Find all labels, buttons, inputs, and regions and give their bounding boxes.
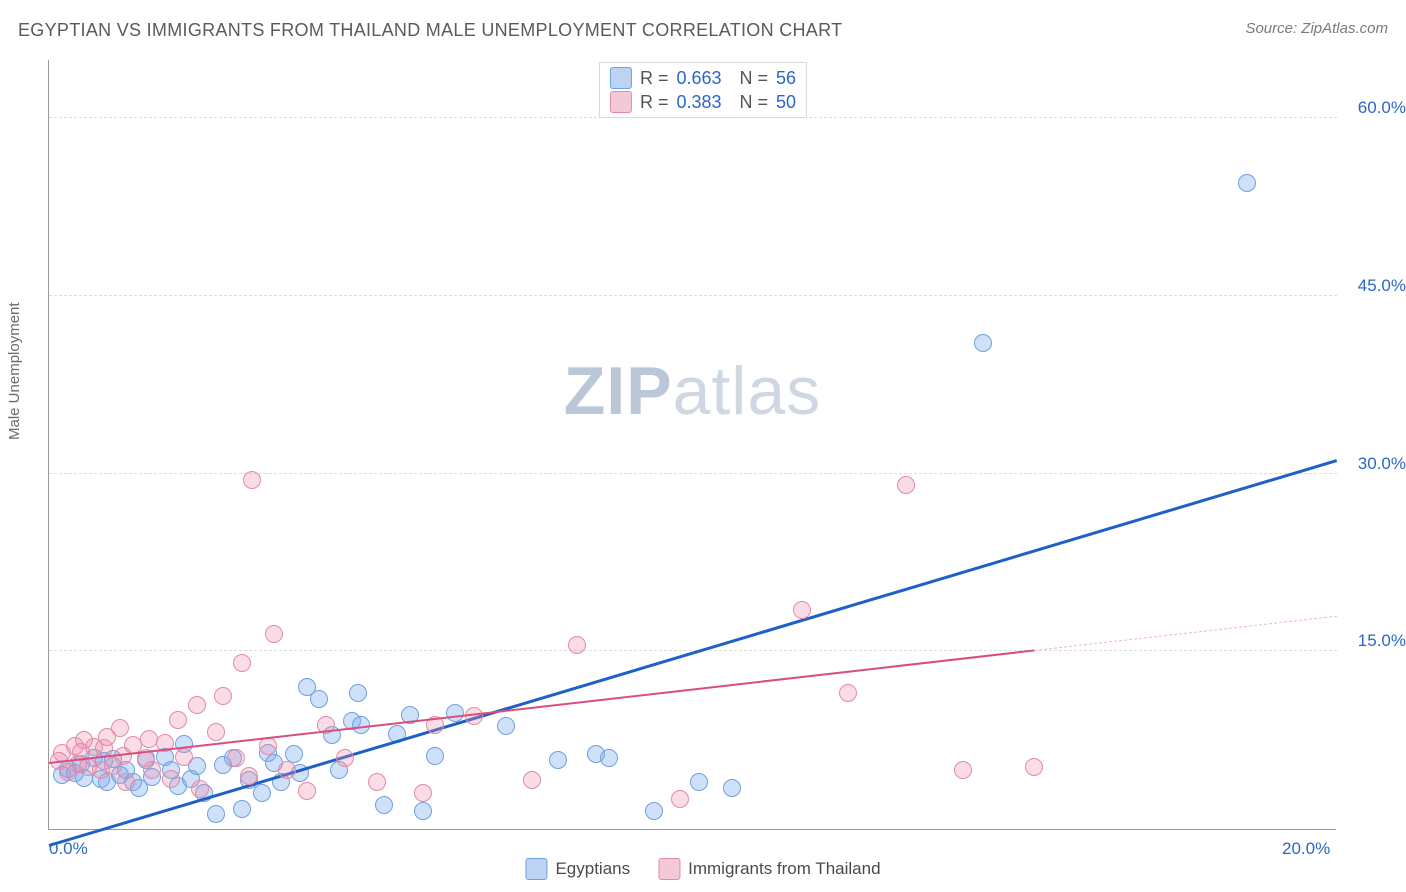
stat-r-label: R = bbox=[640, 92, 669, 113]
gridline bbox=[49, 295, 1337, 296]
stat-n-label: N = bbox=[740, 68, 769, 89]
stat-r-value: 0.663 bbox=[676, 68, 721, 89]
data-point bbox=[117, 773, 135, 791]
data-point bbox=[414, 784, 432, 802]
stat-n-value: 50 bbox=[776, 92, 796, 113]
series-swatch bbox=[658, 858, 680, 880]
trend-line bbox=[1034, 616, 1337, 651]
legend-label: Egyptians bbox=[555, 859, 630, 879]
data-point bbox=[446, 704, 464, 722]
y-tick-label: 30.0% bbox=[1343, 454, 1406, 474]
data-point bbox=[426, 747, 444, 765]
legend-label: Immigrants from Thailand bbox=[688, 859, 880, 879]
data-point bbox=[465, 707, 483, 725]
y-tick-label: 15.0% bbox=[1343, 631, 1406, 651]
data-point bbox=[207, 723, 225, 741]
data-point bbox=[523, 771, 541, 789]
data-point bbox=[336, 749, 354, 767]
legend-item: Egyptians bbox=[525, 858, 630, 880]
stat-n-label: N = bbox=[740, 92, 769, 113]
chart-title: EGYPTIAN VS IMMIGRANTS FROM THAILAND MAL… bbox=[18, 20, 842, 41]
data-point bbox=[349, 684, 367, 702]
data-point bbox=[568, 636, 586, 654]
data-point bbox=[111, 719, 129, 737]
data-point bbox=[839, 684, 857, 702]
stat-r-label: R = bbox=[640, 68, 669, 89]
data-point bbox=[169, 711, 187, 729]
y-axis-label: Male Unemployment bbox=[6, 302, 23, 440]
data-point bbox=[207, 805, 225, 823]
data-point bbox=[188, 696, 206, 714]
data-point bbox=[143, 761, 161, 779]
data-point bbox=[549, 751, 567, 769]
data-point bbox=[298, 782, 316, 800]
series-legend: Egyptians Immigrants from Thailand bbox=[525, 858, 880, 880]
data-point bbox=[375, 796, 393, 814]
data-point bbox=[497, 717, 515, 735]
stat-r-value: 0.383 bbox=[676, 92, 721, 113]
data-point bbox=[310, 690, 328, 708]
y-tick-label: 60.0% bbox=[1343, 98, 1406, 118]
data-point bbox=[243, 471, 261, 489]
data-point bbox=[233, 654, 251, 672]
data-point bbox=[954, 761, 972, 779]
data-point bbox=[140, 730, 158, 748]
stat-n-value: 56 bbox=[776, 68, 796, 89]
stats-row: R = 0.383 N = 50 bbox=[610, 91, 796, 113]
data-point bbox=[214, 687, 232, 705]
gridline bbox=[49, 473, 1337, 474]
data-point bbox=[671, 790, 689, 808]
data-point bbox=[897, 476, 915, 494]
data-point bbox=[368, 773, 386, 791]
data-point bbox=[1238, 174, 1256, 192]
data-point bbox=[240, 767, 258, 785]
data-point bbox=[723, 779, 741, 797]
data-point bbox=[175, 748, 193, 766]
data-point bbox=[278, 761, 296, 779]
series-swatch bbox=[610, 67, 632, 89]
stats-legend: R = 0.663 N = 56 R = 0.383 N = 50 bbox=[599, 62, 807, 118]
x-tick-label: 20.0% bbox=[1282, 839, 1330, 859]
watermark: ZIPatlas bbox=[564, 352, 821, 430]
data-point bbox=[162, 770, 180, 788]
data-point bbox=[974, 334, 992, 352]
data-point bbox=[191, 780, 209, 798]
y-tick-label: 45.0% bbox=[1343, 276, 1406, 296]
legend-item: Immigrants from Thailand bbox=[658, 858, 880, 880]
data-point bbox=[233, 800, 251, 818]
data-point bbox=[600, 749, 618, 767]
stats-row: R = 0.663 N = 56 bbox=[610, 67, 796, 89]
data-point bbox=[227, 749, 245, 767]
scatter-chart: ZIPatlas 15.0%30.0%45.0%60.0%0.0%20.0% bbox=[48, 60, 1336, 830]
series-swatch bbox=[610, 91, 632, 113]
series-swatch bbox=[525, 858, 547, 880]
data-point bbox=[1025, 758, 1043, 776]
data-point bbox=[414, 802, 432, 820]
data-point bbox=[265, 625, 283, 643]
data-point bbox=[645, 802, 663, 820]
data-point bbox=[259, 737, 277, 755]
data-point bbox=[253, 784, 271, 802]
data-point bbox=[793, 601, 811, 619]
source-attribution: Source: ZipAtlas.com bbox=[1245, 20, 1388, 37]
data-point bbox=[690, 773, 708, 791]
